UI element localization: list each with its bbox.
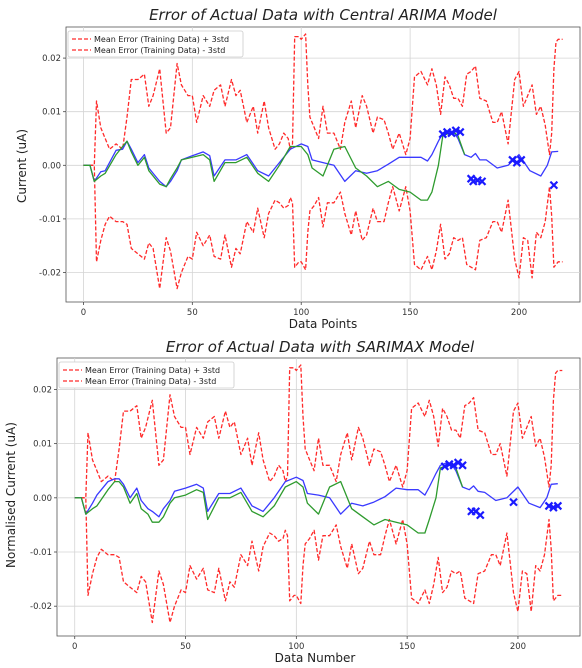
plot-area bbox=[65, 26, 581, 303]
x-tick-label: 200 bbox=[511, 308, 527, 318]
anomaly-markers bbox=[440, 458, 563, 520]
marker-stroke bbox=[509, 497, 518, 507]
y-tick-label: 0.00 bbox=[42, 161, 61, 171]
anomaly-marker bbox=[512, 158, 522, 167]
y-tick-label: -0.01 bbox=[39, 215, 61, 225]
marker-stroke bbox=[438, 129, 448, 139]
legend-box bbox=[67, 30, 244, 58]
y-tick-label: 0.01 bbox=[42, 108, 61, 118]
y-axis-label: Normalised Current (uA) bbox=[4, 422, 18, 568]
series-green-line bbox=[83, 131, 466, 201]
anomaly-marker bbox=[508, 155, 517, 165]
anomaly-marker bbox=[453, 458, 463, 467]
x-tick-label: 0 bbox=[81, 308, 86, 318]
anomaly-marker bbox=[553, 501, 563, 511]
chart-panel-sarimax: Error of Actual Data with SARIMAX Model … bbox=[4, 338, 581, 665]
series-blue-line bbox=[83, 129, 559, 188]
chart-panel-arima: Error of Actual Data with Central ARIMA … bbox=[15, 6, 581, 331]
series-group bbox=[74, 364, 563, 624]
marker-stroke bbox=[447, 128, 456, 138]
y-tick-label: -0.01 bbox=[30, 548, 52, 558]
series-lower-bound bbox=[83, 164, 563, 290]
marker-stroke bbox=[453, 458, 463, 467]
chart-title: Error of Actual Data with Central ARIMA … bbox=[149, 6, 498, 24]
series-blue-line bbox=[74, 461, 558, 518]
marker-stroke bbox=[477, 177, 487, 186]
x-tick-label: 50 bbox=[187, 308, 198, 318]
x-tick-label: 150 bbox=[402, 308, 418, 318]
anomaly-marker bbox=[455, 127, 465, 137]
plot-area bbox=[56, 357, 581, 637]
y-tick-label: -0.02 bbox=[30, 602, 52, 612]
chart-title: Error of Actual Data with SARIMAX Model bbox=[166, 338, 475, 356]
y-axis-label: Current (uA) bbox=[15, 129, 29, 203]
anomaly-marker bbox=[458, 461, 467, 470]
marker-stroke bbox=[440, 462, 450, 471]
x-tick-label: 100 bbox=[288, 642, 304, 652]
grid-lines bbox=[54, 358, 580, 639]
legend-label-lower: Mean Error (Training Data) - 3std bbox=[85, 377, 216, 386]
series-lower-bound bbox=[74, 497, 563, 624]
y-tick-label: 0.02 bbox=[42, 54, 61, 64]
y-tick-label: 0.00 bbox=[33, 494, 52, 504]
legend: Mean Error (Training Data) + 3std Mean E… bbox=[58, 361, 235, 389]
marker-stroke bbox=[458, 461, 467, 470]
x-tick-label: 200 bbox=[510, 642, 526, 652]
legend-label-lower: Mean Error (Training Data) - 3std bbox=[94, 46, 225, 55]
anomaly-marker bbox=[447, 128, 456, 138]
tick-labels: 0 50 100 150 200 -0.02 -0.01 0.00 0.01 0.02 bbox=[30, 385, 526, 652]
anomaly-marker bbox=[549, 180, 559, 190]
marker-stroke bbox=[544, 501, 554, 511]
marker-stroke bbox=[455, 127, 465, 137]
marker-stroke bbox=[451, 126, 461, 135]
anomaly-marker bbox=[475, 510, 485, 520]
series-green-line bbox=[74, 463, 464, 534]
y-tick-label: 0.01 bbox=[33, 440, 52, 450]
x-tick-label: 0 bbox=[72, 642, 77, 652]
marker-stroke bbox=[512, 158, 522, 167]
y-tick-label: 0.02 bbox=[33, 385, 52, 395]
anomaly-marker bbox=[438, 129, 448, 139]
x-axis-label: Data Points bbox=[289, 317, 358, 331]
series-group bbox=[83, 33, 563, 290]
x-tick-label: 50 bbox=[180, 642, 191, 652]
anomaly-marker bbox=[516, 155, 526, 165]
anomaly-marker bbox=[509, 497, 518, 507]
legend-label-upper: Mean Error (Training Data) + 3std bbox=[85, 366, 220, 375]
marker-stroke bbox=[553, 501, 563, 511]
anomaly-marker bbox=[477, 177, 487, 186]
marker-stroke bbox=[508, 155, 517, 165]
marker-stroke bbox=[549, 180, 559, 190]
y-tick-label: -0.02 bbox=[39, 269, 61, 279]
anomaly-marker bbox=[440, 462, 450, 471]
series-upper-bound bbox=[74, 364, 563, 499]
tick-labels: 0 50 100 150 200 -0.02 -0.01 0.00 0.01 0.02 bbox=[39, 54, 527, 318]
marker-stroke bbox=[449, 461, 458, 470]
legend: Mean Error (Training Data) + 3std Mean E… bbox=[67, 30, 244, 58]
legend-box bbox=[58, 361, 235, 389]
x-axis-label: Data Number bbox=[275, 651, 356, 665]
marker-stroke bbox=[475, 510, 485, 520]
anomaly-marker bbox=[449, 461, 458, 470]
legend-label-upper: Mean Error (Training Data) + 3std bbox=[94, 35, 229, 44]
series-upper-bound bbox=[83, 33, 563, 166]
x-tick-label: 150 bbox=[399, 642, 415, 652]
marker-stroke bbox=[471, 507, 481, 516]
anomaly-markers bbox=[438, 126, 559, 190]
marker-stroke bbox=[516, 155, 526, 165]
x-tick-label: 100 bbox=[293, 308, 309, 318]
